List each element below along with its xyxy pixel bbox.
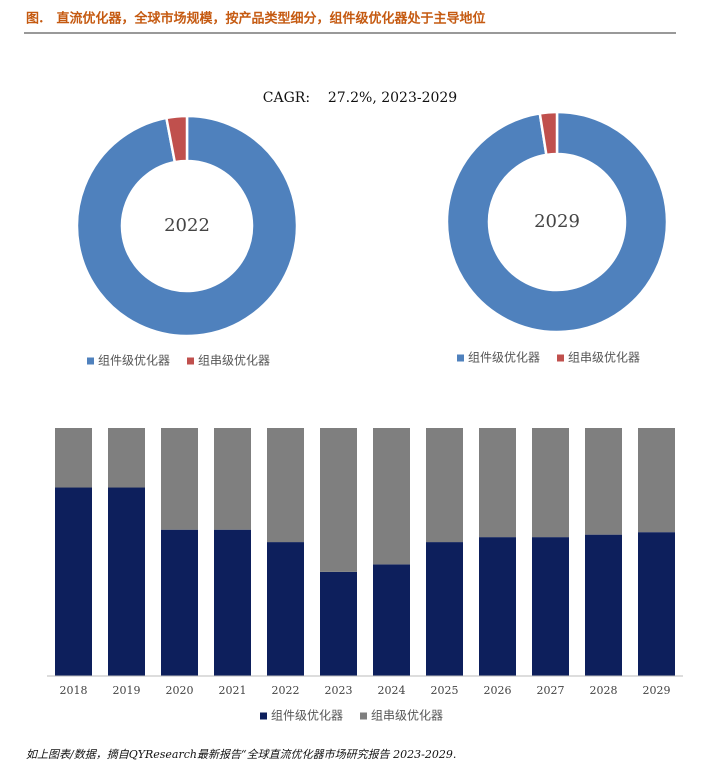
bar-segment xyxy=(585,534,622,676)
x-tick-label: 2025 xyxy=(431,684,459,697)
bar-segment xyxy=(161,428,198,530)
bar-segment xyxy=(426,542,463,676)
x-tick-label: 2020 xyxy=(166,684,194,697)
pie-slice xyxy=(538,110,559,157)
bar-segment xyxy=(214,428,251,530)
pie-slice xyxy=(445,110,669,334)
bar-segment xyxy=(214,529,251,676)
bar-segment xyxy=(108,487,145,676)
bar-segment xyxy=(55,487,92,676)
bar-segment xyxy=(532,537,569,676)
bar-segment xyxy=(267,542,304,676)
pie-slice xyxy=(164,114,189,164)
cagr-note: CAGR: 27.2%, 2023-2029 xyxy=(263,90,457,106)
x-tick-label: 2024 xyxy=(378,684,406,697)
bar-segment xyxy=(585,428,622,535)
bar-segment xyxy=(267,428,304,543)
header-title: 图. 直流优化器，全球市场规模，按产品类型细分，组件级优化器处于主导地位 xyxy=(26,11,486,27)
bar-segment xyxy=(373,428,410,565)
pie-center-label: 2022 xyxy=(164,215,210,236)
legend-swatch xyxy=(360,712,367,720)
legend-label: 组件级优化器 xyxy=(468,351,540,365)
x-tick-label: 2028 xyxy=(590,684,618,697)
bar-segment xyxy=(161,529,198,676)
pie-slice xyxy=(75,114,299,338)
bar-segment xyxy=(532,428,569,538)
source-note: 如上图表/数据，摘自QYResearch最新报告“全球直流优化器市场研究报告 2… xyxy=(26,748,456,761)
legend-swatch xyxy=(557,354,564,362)
x-tick-label: 2027 xyxy=(537,684,565,697)
bar-segment xyxy=(320,571,357,676)
bar-segment xyxy=(638,428,675,533)
x-tick-label: 2018 xyxy=(60,684,88,697)
legend-swatch xyxy=(260,712,267,720)
bar-segment xyxy=(479,428,516,538)
x-tick-label: 2021 xyxy=(219,684,247,697)
legend-label: 组件级优化器 xyxy=(98,354,170,368)
bar-segment xyxy=(108,428,145,488)
pie-center-label: 2029 xyxy=(534,211,580,232)
x-tick-label: 2023 xyxy=(325,684,353,697)
legend-label: 组串级优化器 xyxy=(198,354,270,368)
legend-label: 组件级优化器 xyxy=(271,709,343,723)
x-tick-label: 2019 xyxy=(113,684,141,697)
x-tick-label: 2026 xyxy=(484,684,512,697)
bar-segment xyxy=(55,428,92,488)
bar-segment xyxy=(426,428,463,543)
legend-label: 组串级优化器 xyxy=(371,709,443,723)
bar-segment xyxy=(479,537,516,676)
x-tick-label: 2029 xyxy=(643,684,671,697)
x-tick-label: 2022 xyxy=(272,684,300,697)
legend-swatch xyxy=(87,357,94,365)
bar-segment xyxy=(320,428,357,572)
legend-swatch xyxy=(457,354,464,362)
legend-label: 组串级优化器 xyxy=(568,351,640,365)
legend-swatch xyxy=(187,357,194,365)
bar-segment xyxy=(638,532,675,676)
bar-segment xyxy=(373,564,410,676)
